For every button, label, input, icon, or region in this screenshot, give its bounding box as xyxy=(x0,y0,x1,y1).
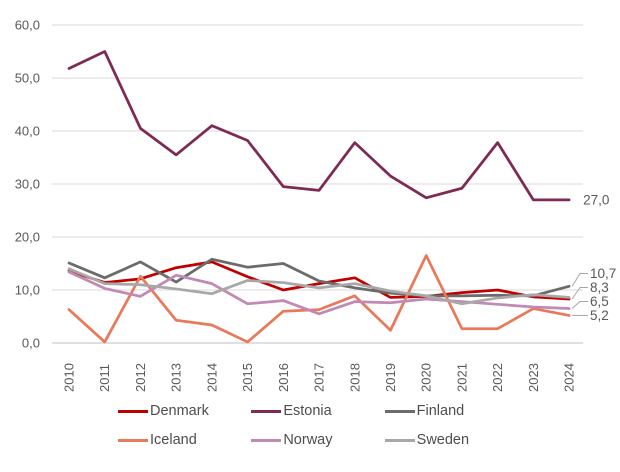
x-axis-tick-label: 2020 xyxy=(419,363,434,392)
y-axis-tick-label: 60,0 xyxy=(15,18,40,33)
y-axis-tick-label: 20,0 xyxy=(15,230,40,245)
x-axis-tick-label: 2017 xyxy=(312,363,327,392)
legend-swatch-norway xyxy=(251,438,282,442)
x-axis-tick-label: 2011 xyxy=(97,364,112,392)
legend-item-denmark: Denmark xyxy=(118,401,251,421)
x-axis-tick-label: 2012 xyxy=(133,363,148,392)
legend-item-finland: Finland xyxy=(384,401,518,421)
x-axis-tick-label: 2014 xyxy=(204,363,219,392)
legend-swatch-sweden xyxy=(384,438,415,442)
x-axis-tick-label: 2019 xyxy=(383,363,398,392)
x-axis-tick-label: 2022 xyxy=(490,363,505,392)
legend-swatch-finland xyxy=(384,409,415,413)
series-line-norway xyxy=(67,270,571,316)
data-label-leader-line xyxy=(571,286,588,300)
x-axis-tick-label: 2023 xyxy=(526,363,541,392)
data-label-estonia: 27,0 xyxy=(583,192,609,207)
legend-label-norway: Norway xyxy=(283,432,333,448)
legend-swatch-iceland xyxy=(118,438,148,442)
line-chart: 0,0 10,0 20,0 30,0 40,0 50,0 60,0 2010 2011 2012 2… xyxy=(15,18,617,393)
data-label-iceland: 5,2 xyxy=(590,308,609,323)
x-axis-tick-label: 2015 xyxy=(240,363,255,392)
data-label-leader-line xyxy=(571,272,588,287)
x-axis-tick-label: 2024 xyxy=(562,363,577,392)
y-axis-tick-label: 0,0 xyxy=(22,336,40,351)
legend-item-iceland: Iceland xyxy=(118,430,251,450)
x-axis-tick-label: 2018 xyxy=(347,363,362,392)
legend-label-iceland: Iceland xyxy=(150,432,197,448)
data-label-finland: 10,7 xyxy=(590,266,616,281)
legend-item-estonia: Estonia xyxy=(251,401,384,421)
y-axis-tick-label: 40,0 xyxy=(15,124,40,139)
data-label-denmark: 8,3 xyxy=(590,280,609,295)
x-axis-tick-label: 2010 xyxy=(62,363,77,392)
legend-label-estonia: Estonia xyxy=(283,403,332,419)
y-axis-tick-label: 50,0 xyxy=(15,71,40,86)
legend-item-sweden: Sweden xyxy=(384,430,518,450)
legend-label-finland: Finland xyxy=(416,403,465,419)
x-axis-tick-label: 2021 xyxy=(454,363,469,392)
legend-label-sweden: Sweden xyxy=(416,432,470,448)
series-line-denmark xyxy=(67,260,571,301)
y-axis-tick-label: 10,0 xyxy=(15,283,40,298)
series-line-sweden xyxy=(67,267,571,306)
series-line-finland xyxy=(67,257,571,298)
legend-swatch-denmark xyxy=(118,409,148,413)
x-axis-tick-label: 2016 xyxy=(276,363,291,392)
legend-item-norway: Norway xyxy=(251,430,384,450)
chart-legend: Denmark Estonia Finland Iceland Norway Sweden xyxy=(118,401,518,450)
series-line-estonia xyxy=(67,50,571,202)
y-axis-tick-label: 30,0 xyxy=(15,177,40,192)
data-label-norway: 6,5 xyxy=(590,294,609,309)
legend-swatch-estonia xyxy=(251,409,282,413)
x-axis-tick-label: 2013 xyxy=(169,363,184,392)
data-label-leader-line xyxy=(571,300,588,309)
legend-label-denmark: Denmark xyxy=(150,403,209,419)
